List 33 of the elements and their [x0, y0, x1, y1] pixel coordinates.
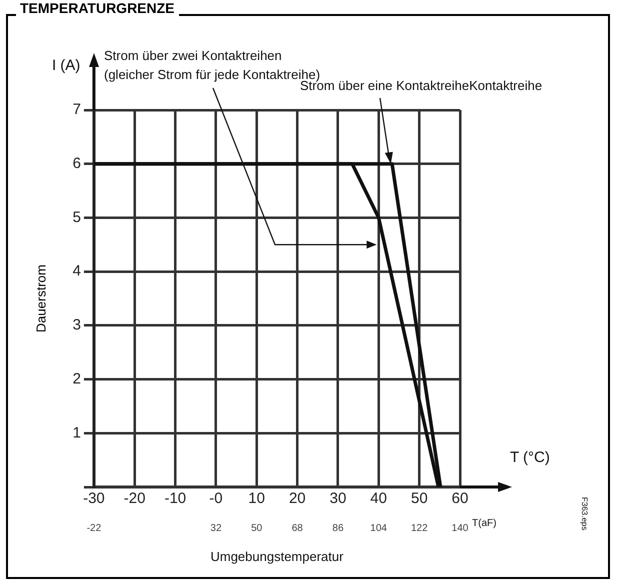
- x2-axis-title: T(aF): [472, 518, 496, 529]
- y-tick-label: 3: [72, 316, 81, 334]
- x-tick-label: -20: [124, 490, 146, 508]
- x-tick-label: 10: [248, 490, 265, 508]
- x2-tick-label: -22: [86, 522, 102, 534]
- y-tick-label: 7: [72, 101, 81, 118]
- x-tick-label: 30: [330, 490, 346, 508]
- x-tick-label: 60: [452, 490, 468, 508]
- x2-tick-label: 140: [452, 522, 469, 534]
- x2-tick-label: 104: [370, 522, 388, 534]
- x-tick-label: -30: [83, 490, 105, 508]
- x2-tick-label: 50: [251, 522, 263, 534]
- x-tick-label: -10: [164, 490, 186, 508]
- x2-tick-label: 122: [410, 522, 428, 534]
- x2-tick-label: 32: [210, 522, 222, 534]
- y-axis-title: Dauerstrom: [33, 264, 48, 332]
- x-tick-label: 50: [410, 490, 428, 508]
- text: I (A): [52, 57, 80, 74]
- annotation: Strom über zwei Kontaktreihen (gleicher Strom für jede Kontaktreihe): [104, 48, 320, 82]
- y-tick-label: 6: [72, 155, 81, 172]
- x2-tick-label: 68: [292, 522, 304, 534]
- text: F363.eps: [580, 497, 589, 530]
- y-tick-label: 4: [72, 262, 81, 280]
- x-axis-title: Umgebungstemperatur: [210, 549, 344, 564]
- x-tick-label: 40: [370, 490, 387, 508]
- y-tick-label: 2: [72, 370, 81, 388]
- text: T (°C): [510, 449, 550, 466]
- y-tick-label: 1: [72, 424, 81, 442]
- chart-title: TEMPERATURGRENZE: [16, 0, 179, 16]
- x-tick-label: 20: [288, 490, 306, 508]
- y-tick-label: 5: [72, 208, 81, 226]
- x2-tick-label: 86: [332, 522, 344, 534]
- x-tick-label: -0: [209, 490, 223, 508]
